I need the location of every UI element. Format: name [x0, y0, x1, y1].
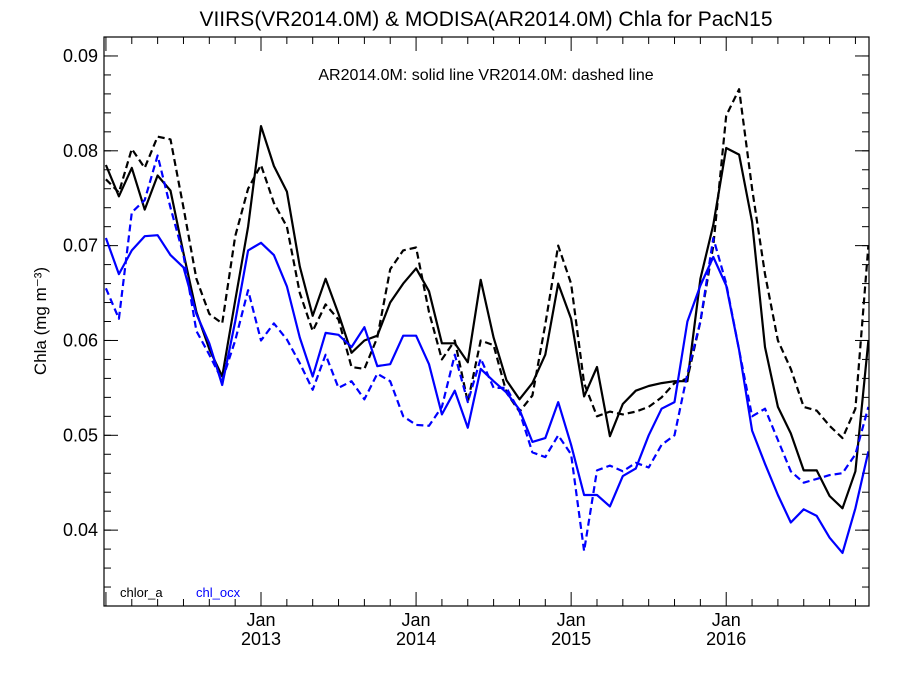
x-tick-month: Jan	[402, 610, 431, 630]
line-style-annotation: AR2014.0M: solid line VR2014.0M: dashed …	[318, 67, 653, 84]
x-tick-month: Jan	[557, 610, 586, 630]
plot-frame	[103, 36, 870, 607]
y-tick-label: 0.09	[63, 46, 98, 66]
y-axis-label: Chla (mg m⁻³)	[31, 267, 50, 375]
series-line-chl_ocx-dashed	[104, 154, 870, 553]
y-tick-label: 0.08	[63, 141, 98, 161]
legend: chlor_a chl_ocx	[120, 585, 241, 600]
chart-title: VIIRS(VR2014.0M) & MODISA(AR2014.0M) Chl…	[199, 8, 772, 31]
x-tick-month: Jan	[246, 610, 275, 630]
x-tick-year: 2014	[396, 629, 436, 649]
x-tick-month: Jan	[712, 610, 741, 630]
x-tick-year: 2013	[241, 629, 281, 649]
series-line-chl_ocx-solid	[104, 234, 870, 555]
series-line-chlor_a-dashed	[105, 88, 870, 440]
x-tick-year: 2016	[706, 629, 746, 649]
legend-label-chlor_a: chlor_a	[120, 585, 163, 600]
y-tick-label: 0.06	[63, 330, 98, 350]
legend-label-chl_ocx: chl_ocx	[196, 585, 241, 600]
x-tick-year: 2015	[551, 629, 591, 649]
y-tick-labels: 0.04 0.05 0.06 0.07 0.08 0.09	[63, 46, 98, 540]
series-line-chlor_a-solid	[104, 124, 870, 510]
y-tick-label: 0.05	[63, 425, 98, 445]
y-tick-label: 0.04	[63, 520, 98, 540]
y-tick-label: 0.07	[63, 236, 98, 256]
series-lines	[104, 88, 870, 555]
